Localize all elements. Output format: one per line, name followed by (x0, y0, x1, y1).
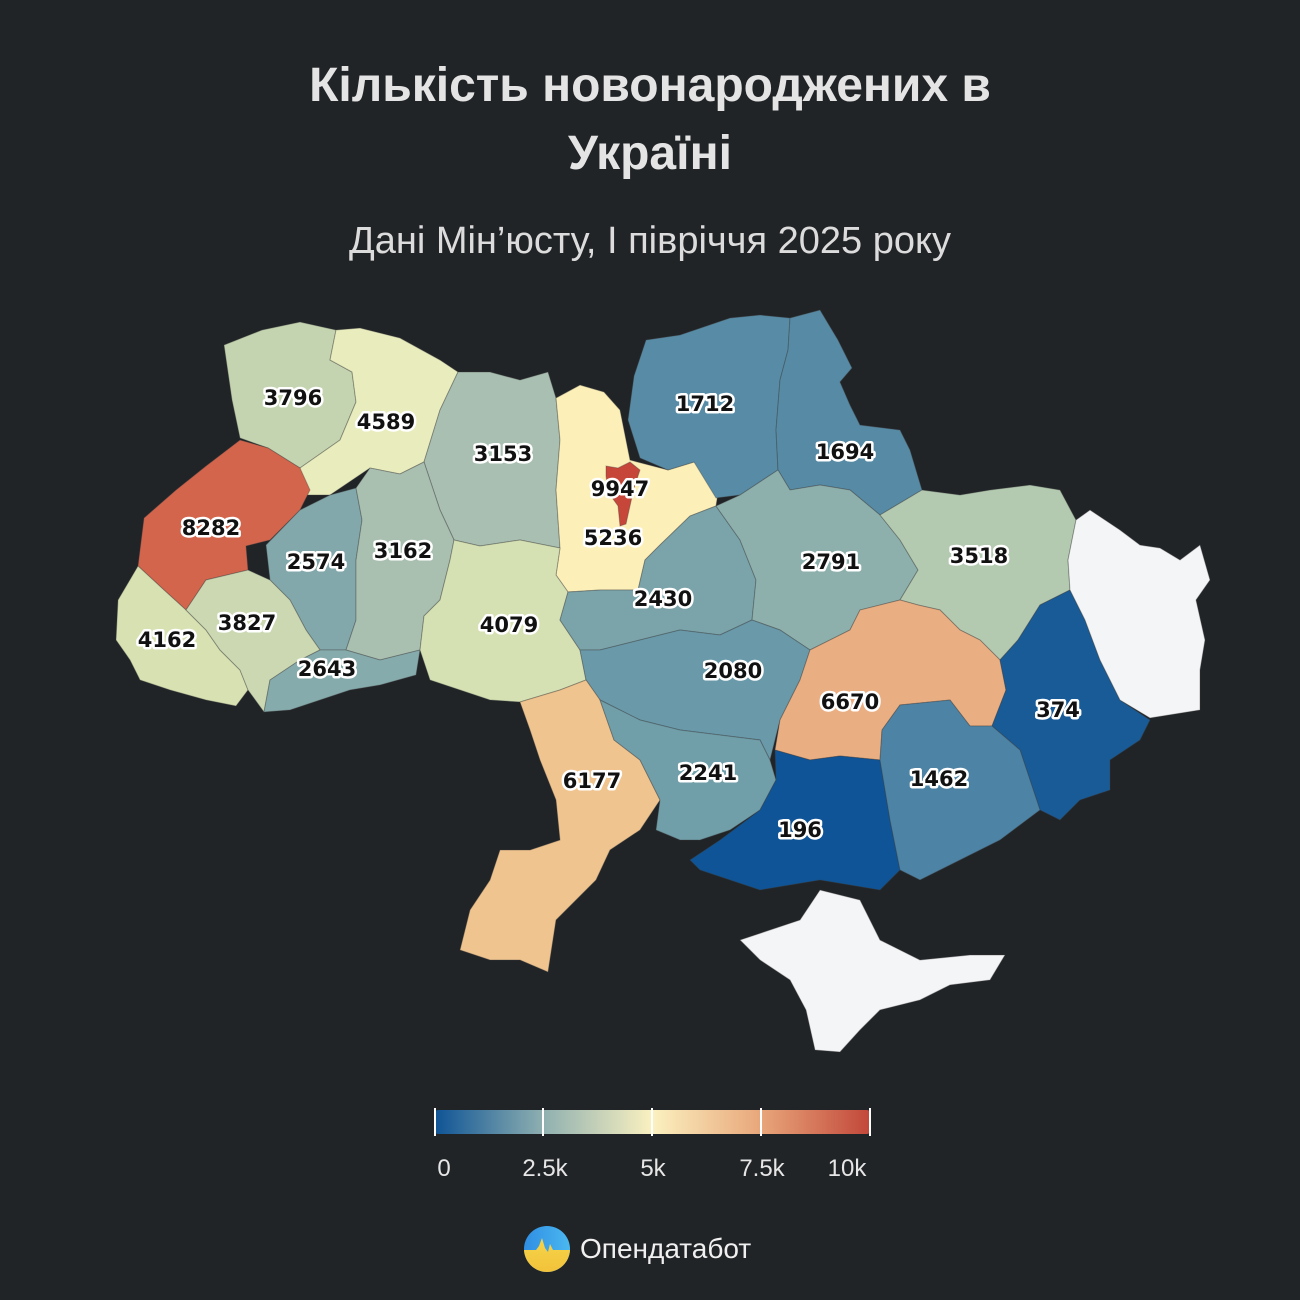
title-line-1: Кількість новонароджених в (309, 59, 991, 112)
region-zaporizhzhia (879, 699, 1041, 881)
region-value-label: 3518 (950, 544, 1008, 568)
legend-tick (542, 1108, 544, 1136)
region-value-label: 1712 (676, 392, 734, 416)
region-value-label: 196 (778, 818, 822, 842)
region-value-label: 1694 (816, 440, 874, 464)
legend-label: 10k (827, 1155, 867, 1182)
region-luhansk (1067, 509, 1211, 719)
legend-tick (760, 1108, 762, 1136)
region-value-label: 2080 (704, 659, 762, 683)
legend-tick (651, 1108, 653, 1136)
region-value-label: 3162 (374, 539, 432, 563)
region-value-label: 3827 (218, 611, 276, 635)
legend-label: 5k (640, 1155, 666, 1182)
region-value-label: 1462 (910, 767, 968, 791)
region-value-label: 374 (1036, 698, 1080, 722)
region-value-label: 2643 (298, 657, 356, 681)
legend-tick (434, 1108, 436, 1136)
region-value-label: 2574 (287, 550, 345, 574)
region-value-label: 2791 (802, 550, 860, 574)
region-zakarpattia (115, 565, 249, 707)
labels-layer: 3796 4589 3153 5236 9947 1712 1694 8282 2574 3162… (135, 384, 1082, 845)
chart-subtitle: Дані Мін’юсту, І півріччя 2025 року (348, 220, 952, 262)
region-sumy (775, 309, 923, 516)
title-line-2: Україні (568, 127, 732, 180)
region-value-label: 4079 (480, 613, 538, 637)
region-value-label: 3153 (474, 442, 532, 466)
region-value-label: 4162 (138, 628, 196, 652)
region-value-label: 5236 (584, 526, 642, 550)
regions-layer (115, 309, 1211, 1053)
ukraine-flag-pulse-icon (524, 1226, 570, 1272)
region-kherson (689, 749, 901, 891)
region-value-label: 3796 (264, 386, 322, 410)
brand: Опендатабот (524, 1226, 751, 1272)
legend-label: 0 (437, 1155, 451, 1182)
region-value-label: 8282 (182, 516, 240, 540)
legend-label: 7.5k (739, 1155, 785, 1182)
region-value-label: 4589 (357, 410, 415, 434)
legend-tick (869, 1108, 871, 1136)
chart-title: Кількість новонароджених в Україні (0, 52, 1300, 188)
region-value-label: 6670 (821, 690, 879, 714)
region-mykolaiv (599, 699, 777, 841)
region-value-label: 6177 (563, 769, 621, 793)
region-value-label: 9947 (591, 477, 649, 501)
region-crimea (739, 889, 1006, 1053)
region-value-label: 2430 (634, 587, 692, 611)
region-kyiv-city (605, 461, 641, 527)
legend-label: 2.5k (522, 1155, 568, 1182)
region-value-label: 2241 (679, 761, 737, 785)
brand-name: Опендатабот (580, 1233, 752, 1264)
